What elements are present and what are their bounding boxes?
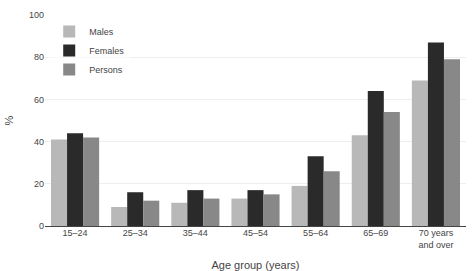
svg-text:80: 80 — [34, 52, 44, 62]
svg-text:40: 40 — [34, 137, 44, 147]
svg-text:65–69: 65–69 — [363, 228, 388, 238]
svg-text:100: 100 — [29, 10, 44, 20]
svg-text:20: 20 — [34, 179, 44, 189]
svg-text:70 yearsand over: 70 yearsand over — [418, 228, 453, 250]
svg-text:%: % — [3, 115, 15, 125]
svg-text:35–44: 35–44 — [183, 228, 208, 238]
svg-text:25–34: 25–34 — [123, 228, 148, 238]
svg-text:Females: Females — [89, 46, 124, 56]
svg-text:Age group (years): Age group (years) — [211, 259, 299, 271]
svg-text:55–64: 55–64 — [303, 228, 328, 238]
svg-text:0: 0 — [39, 221, 44, 231]
svg-text:15–24: 15–24 — [63, 228, 88, 238]
svg-text:Males: Males — [89, 27, 114, 37]
svg-text:60: 60 — [34, 95, 44, 105]
svg-text:45–54: 45–54 — [243, 228, 268, 238]
svg-text:Persons: Persons — [89, 65, 123, 75]
